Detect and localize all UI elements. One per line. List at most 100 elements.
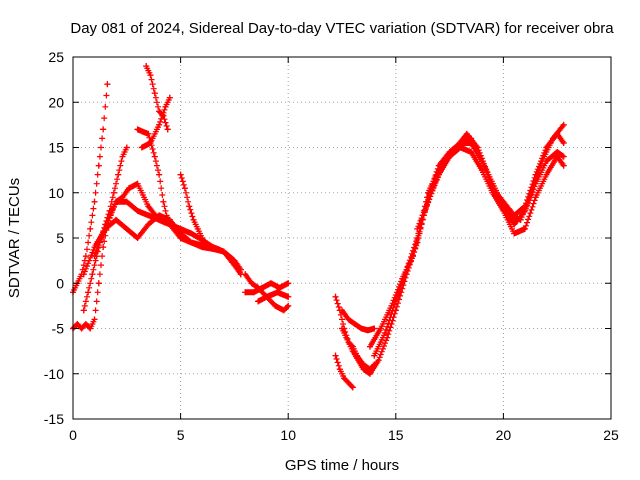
data-point [341, 375, 348, 382]
x-tick-label: 20 [496, 427, 512, 443]
data-point [345, 379, 352, 386]
data-point [532, 194, 539, 201]
data-point [360, 366, 367, 373]
data-point [85, 289, 92, 296]
data-point [377, 325, 384, 332]
data-point [543, 144, 550, 151]
data-point [156, 121, 163, 128]
data-point [511, 212, 518, 219]
data-point [91, 244, 98, 251]
data-point [95, 280, 102, 287]
data-point [166, 221, 173, 228]
data-point [177, 225, 184, 232]
x-tick-label: 10 [280, 427, 296, 443]
data-point [332, 293, 339, 300]
data-point [134, 235, 141, 241]
series-14 [332, 293, 378, 373]
data-point [274, 289, 281, 296]
data-point [345, 316, 352, 323]
data-point [425, 189, 432, 196]
x-tick-labels: 0 5 10 15 20 25 [69, 427, 619, 443]
data-point [414, 225, 421, 232]
data-point [250, 289, 257, 296]
data-point [259, 284, 266, 291]
data-point [102, 225, 109, 232]
data-point [349, 384, 356, 391]
data-point [560, 162, 567, 169]
data-point [177, 171, 184, 178]
data-point [560, 153, 567, 160]
data-point [181, 185, 188, 192]
data-point [364, 327, 371, 334]
y-tick-label: -5 [52, 321, 65, 337]
series-15 [339, 307, 378, 334]
data-point [151, 153, 158, 160]
data-point [123, 225, 130, 232]
data-point [285, 302, 292, 309]
data-point [145, 221, 152, 228]
data-point [285, 293, 292, 300]
data-point [463, 130, 470, 137]
data-point [125, 185, 132, 192]
series-7 [143, 63, 171, 133]
data-point [145, 130, 152, 137]
data-point [91, 253, 98, 260]
data-point [231, 257, 238, 264]
ticks [72, 56, 612, 420]
chart-title: Day 081 of 2024, Sidereal Day-to-day VTE… [70, 20, 614, 37]
data-point [560, 139, 567, 146]
data-point [91, 316, 98, 323]
grid [73, 57, 611, 419]
data-point [468, 149, 475, 156]
data-point [160, 198, 167, 205]
x-tick-label: 0 [69, 427, 77, 443]
data-point [113, 198, 120, 205]
data-point [78, 325, 85, 332]
data-point [478, 167, 485, 174]
data-point [358, 325, 365, 332]
data-point [80, 307, 87, 314]
data-point [446, 153, 453, 160]
data-point [156, 108, 163, 115]
series-12 [255, 289, 292, 305]
data-point [500, 198, 507, 205]
data-point [186, 203, 193, 210]
data-point [351, 320, 358, 327]
data-point [74, 320, 81, 327]
data-point [143, 63, 150, 70]
series-13 [332, 352, 356, 391]
data-point [145, 212, 152, 219]
y-tick-label: 5 [56, 230, 64, 246]
data-point [366, 370, 373, 377]
data-point [371, 352, 378, 359]
data-point [162, 103, 169, 110]
series-markers [332, 293, 378, 373]
data-point [332, 352, 339, 359]
data-point [134, 126, 141, 133]
data-point [151, 90, 158, 97]
data-point [156, 171, 163, 178]
data-point [414, 235, 421, 241]
data-point [199, 235, 206, 241]
data-point [248, 280, 255, 287]
data-point [272, 302, 279, 309]
data-point [166, 94, 173, 101]
data-point [263, 293, 270, 300]
data-point [255, 298, 262, 305]
x-axis-label: GPS time / hours [285, 457, 399, 474]
data-point [392, 298, 399, 305]
data-point [147, 139, 154, 146]
series-2 [70, 81, 111, 296]
data-point [521, 203, 528, 210]
data-point [87, 325, 94, 332]
data-point [511, 230, 518, 237]
data-point [242, 271, 249, 278]
series-19 [414, 130, 567, 232]
y-tick-label: 20 [48, 94, 64, 110]
data-points [70, 63, 567, 391]
data-point [242, 289, 249, 296]
data-point [119, 153, 126, 160]
series-markers [367, 121, 567, 350]
data-point [190, 216, 197, 223]
